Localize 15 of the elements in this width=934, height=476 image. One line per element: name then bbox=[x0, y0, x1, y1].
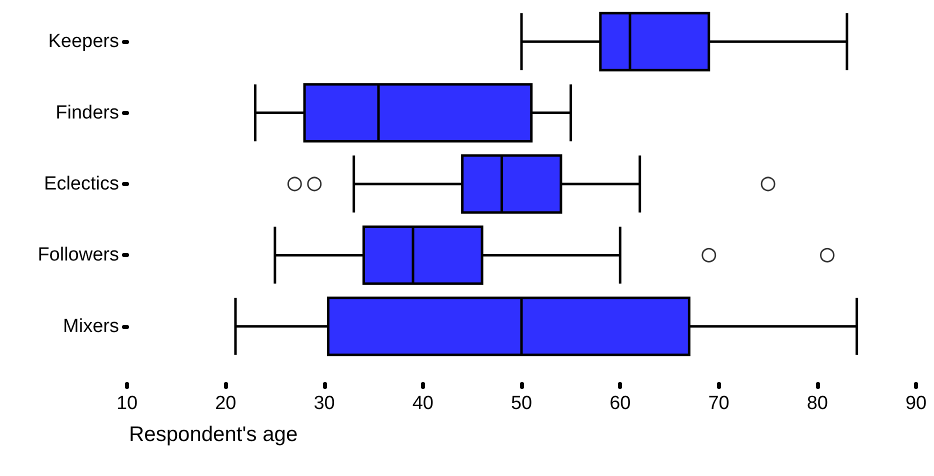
x-tick-label: 80 bbox=[806, 393, 828, 414]
x-tick-label: 70 bbox=[708, 393, 730, 414]
y-tick-label: Mixers bbox=[63, 316, 119, 337]
x-tick-label: 50 bbox=[510, 393, 532, 414]
x-tick-label: 30 bbox=[314, 393, 335, 414]
x-tick-label: 60 bbox=[610, 393, 631, 414]
x-tick-label: 40 bbox=[412, 393, 434, 414]
y-tick-label: Finders bbox=[56, 102, 119, 124]
x-axis-title: Respondent's age bbox=[129, 423, 298, 446]
x-tick-label: 10 bbox=[116, 393, 138, 414]
y-tick-label: Keepers bbox=[48, 31, 119, 52]
x-tick-label: 20 bbox=[215, 393, 236, 414]
y-tick-label: Followers bbox=[38, 244, 119, 266]
x-tick-label: 90 bbox=[905, 393, 927, 414]
y-tick-label: Eclectics bbox=[44, 174, 119, 194]
